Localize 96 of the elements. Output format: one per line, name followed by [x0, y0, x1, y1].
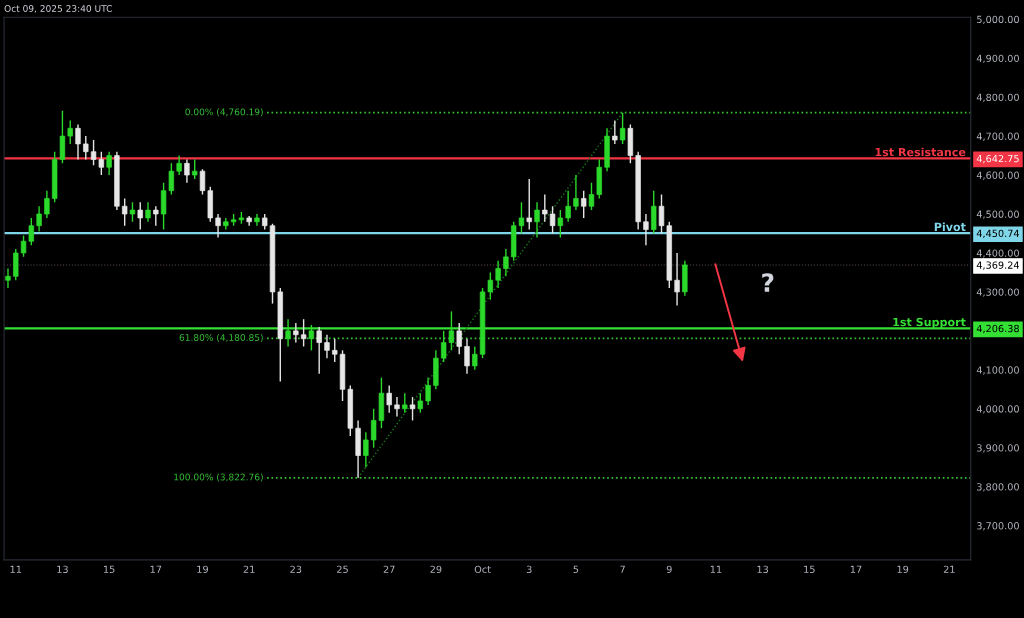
annotation: ? [762, 273, 774, 292]
x-tick-label: 19 [197, 565, 208, 573]
candlestick [67, 119, 73, 145]
y-tick-label: 4,206.38 [976, 324, 1019, 334]
candlestick [394, 396, 400, 418]
x-tick-label: 3 [526, 565, 532, 573]
candlestick [464, 337, 470, 375]
x-tick-label: 13 [757, 565, 769, 573]
candlestick [363, 431, 369, 468]
candlestick [409, 396, 416, 422]
x-tick-label: 11 [10, 565, 22, 573]
ref-line-label: 100.00% (3,822.76) [174, 473, 263, 482]
y-tick-label: 4,600.00 [976, 171, 1019, 180]
x-tick-label: 19 [897, 565, 909, 573]
y-tick-label: 4,000.00 [976, 405, 1019, 414]
candlestick [176, 154, 182, 176]
chart-title: Oct 09, 2025 23:40 UTC [4, 5, 112, 13]
candlestick [332, 337, 338, 363]
candlestick [456, 322, 462, 355]
candlestick [300, 318, 307, 348]
x-tick-label: 9 [666, 565, 672, 573]
x-tick-label: 5 [573, 565, 579, 573]
candlestick [386, 384, 392, 414]
x-tick-label: 23 [290, 565, 302, 573]
candlestick [651, 189, 657, 235]
candlestick [573, 174, 579, 211]
candlestick [75, 123, 81, 161]
y-tick-label: 4,400.00 [976, 249, 1019, 258]
ref-line-label: 1st Resistance [875, 147, 966, 157]
candlestick [503, 248, 509, 278]
candlestick [417, 392, 424, 414]
candlestick [534, 201, 540, 239]
y-tick-label: 4,700.00 [976, 132, 1019, 141]
y-tick-label: 4,500.00 [976, 210, 1019, 219]
candlestick [619, 111, 626, 145]
x-tick-label: 17 [850, 565, 862, 573]
x-tick-label: 11 [710, 565, 722, 573]
y-tick-label: 4,300.00 [976, 288, 1019, 297]
ref-line-label: Pivot [934, 222, 966, 232]
candlestick [612, 119, 618, 145]
x-tick-label: 29 [430, 565, 442, 573]
y-tick-label: 4,642.75 [976, 154, 1019, 164]
candlestick [316, 326, 322, 375]
candlestick [145, 201, 151, 223]
candlestick [324, 334, 330, 359]
candlestick [293, 322, 299, 344]
y-tick-label: 3,800.00 [977, 483, 1019, 492]
candlestick [674, 252, 680, 307]
candlestick [122, 197, 128, 227]
candlestick [549, 205, 556, 235]
candlestick [184, 158, 190, 184]
x-tick-label: 17 [150, 565, 162, 573]
y-tick-label: 4,369.24 [976, 261, 1020, 270]
y-tick-label: 3,900.00 [977, 444, 1019, 453]
x-tick-label: 13 [57, 565, 68, 573]
candlestick [425, 376, 431, 406]
y-tick-label: 5,000.00 [977, 15, 1019, 25]
candlestick [137, 201, 143, 231]
candlestick [83, 135, 89, 161]
candlestick [36, 205, 42, 233]
candlestick [643, 213, 649, 246]
candlestick [106, 150, 112, 176]
x-tick-label: 15 [104, 565, 115, 573]
candlestick [129, 201, 136, 223]
candlestick [192, 158, 198, 180]
candlestick [565, 189, 571, 223]
candlestick [402, 392, 408, 414]
x-tick-label: 21 [243, 565, 255, 573]
candlestick [5, 267, 11, 289]
candlestick [215, 213, 221, 239]
x-tick-label: 15 [804, 565, 815, 573]
x-tick-label: 7 [620, 565, 625, 573]
candlestick [199, 168, 206, 196]
candlestick [542, 193, 548, 223]
ref-line-label: 0.00% (4,760.19) [185, 108, 263, 117]
candlestick [13, 248, 19, 281]
candlestick [44, 189, 50, 219]
candlestick [526, 178, 532, 231]
candlestick [588, 182, 595, 211]
candlestick [557, 209, 564, 239]
candlestick [153, 205, 159, 227]
ref-line-label: 61.80% (4,180.85) [179, 333, 263, 343]
x-tick-label: 21 [943, 565, 955, 573]
y-tick-label: 3,700.00 [977, 522, 1019, 531]
ref-line-label: 1st Support [893, 317, 966, 329]
x-tick-label: Oct [474, 565, 491, 573]
y-tick-label: 4,900.00 [976, 54, 1019, 64]
x-tick-label: 25 [337, 565, 348, 573]
y-tick-label: 4,100.00 [976, 366, 1019, 375]
y-tick-label: 4,450.74 [976, 229, 1020, 239]
y-tick-label: 4,800.00 [976, 93, 1019, 102]
candlestick [658, 193, 665, 235]
candlestick [581, 189, 587, 219]
candlestick [472, 345, 478, 371]
candlestick [495, 260, 501, 289]
x-tick-label: 27 [383, 565, 395, 573]
